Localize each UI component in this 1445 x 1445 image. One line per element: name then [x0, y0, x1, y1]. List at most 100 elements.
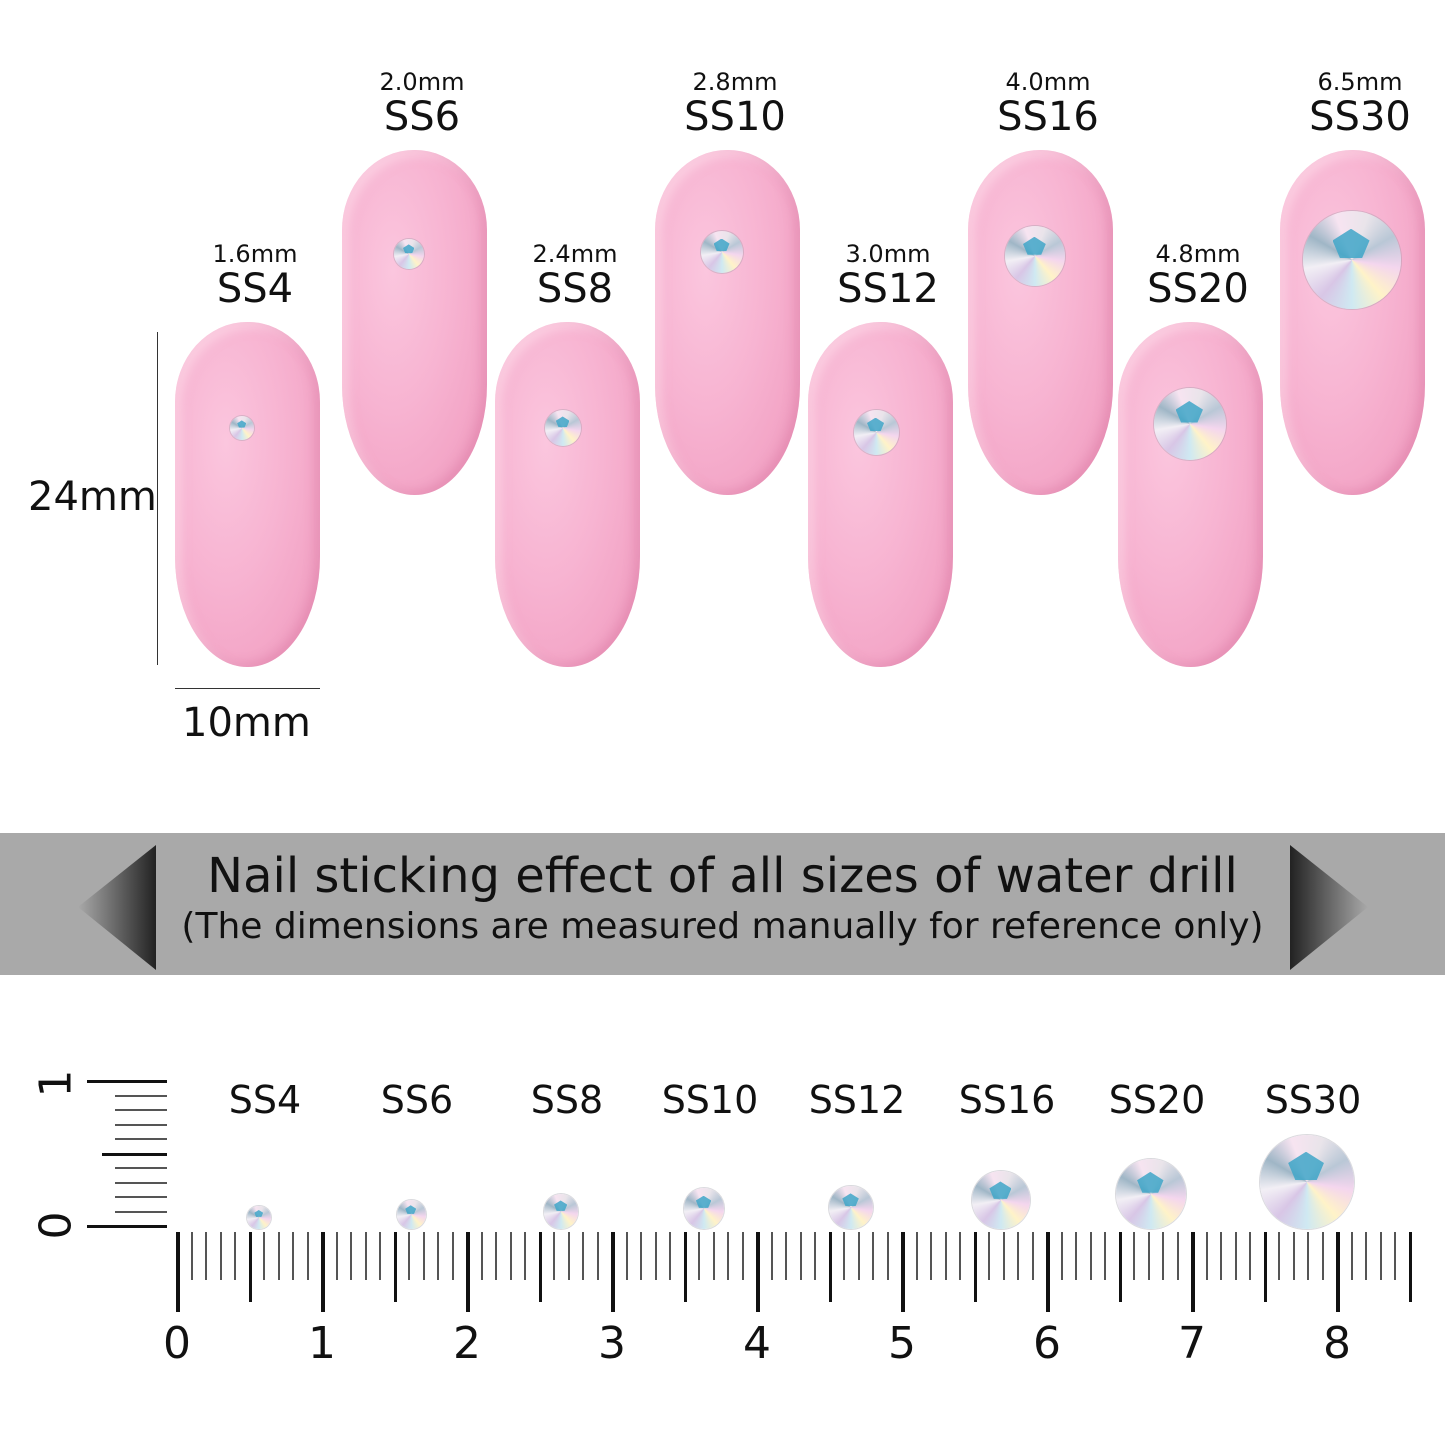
banner-title: Nail sticking effect of all sizes of wat… — [207, 848, 1238, 904]
ruler-tick — [1162, 1232, 1164, 1280]
size-ss-label: SS20 — [1147, 266, 1249, 312]
ruler-size-label: SS10 — [661, 1078, 759, 1122]
ruler-tick — [524, 1232, 526, 1280]
height-dimension-label: 24mm — [28, 474, 157, 520]
ruler-number: 7 — [1178, 1318, 1206, 1369]
ruler-tick — [973, 1232, 977, 1302]
size-mm-label: 2.0mm — [379, 68, 465, 96]
ruler-tick — [466, 1232, 470, 1312]
ruler-size-label: SS20 — [1108, 1078, 1206, 1122]
ruler-tick — [176, 1232, 180, 1312]
ruler-number-vertical: 0 — [30, 1211, 82, 1240]
size-mm-label: 2.8mm — [692, 68, 778, 96]
ruler-tick — [234, 1232, 236, 1280]
ruler-tick — [422, 1232, 425, 1280]
banner — [0, 833, 1445, 975]
ruler-tick — [437, 1232, 439, 1280]
size-ss-label: SS4 — [216, 266, 294, 312]
nail — [175, 322, 320, 667]
nail — [1118, 322, 1263, 667]
ruler-tick — [1336, 1232, 1340, 1312]
ruler-tick — [1365, 1232, 1367, 1280]
ruler-size-label: SS16 — [958, 1078, 1056, 1122]
ruler-tick — [872, 1232, 874, 1280]
ruler-tick — [1249, 1232, 1251, 1280]
nail — [655, 150, 800, 495]
left-arrow-icon — [78, 845, 156, 970]
ruler-rhinestone — [972, 1171, 1030, 1229]
ruler-tick — [1220, 1232, 1222, 1280]
ruler-rhinestone — [543, 1194, 579, 1229]
nail — [1280, 150, 1425, 495]
ruler-tick-vertical — [115, 1123, 167, 1126]
rhinestone — [853, 409, 899, 455]
size-mm-label: 3.0mm — [845, 240, 931, 268]
right-arrow-icon — [1290, 845, 1368, 970]
ruler-tick — [814, 1232, 816, 1280]
ruler-number: 8 — [1323, 1318, 1351, 1369]
ruler-number: 2 — [453, 1318, 481, 1369]
ruler-tick — [567, 1232, 570, 1280]
ruler-tick-vertical — [115, 1138, 167, 1140]
banner-subtitle: (The dimensions are measured manually fo… — [181, 906, 1264, 947]
ruler-number: 5 — [888, 1318, 916, 1369]
ruler-tick — [509, 1232, 512, 1280]
size-ss-label: SS10 — [684, 94, 786, 140]
ruler-tick — [698, 1232, 700, 1280]
ruler-tick — [959, 1232, 961, 1280]
ruler-tick — [379, 1232, 381, 1280]
rhinestone — [394, 239, 424, 269]
ruler-tick — [930, 1232, 932, 1280]
ruler-size-label: SS8 — [530, 1078, 604, 1122]
ruler-tick — [263, 1232, 265, 1280]
ruler-rhinestone — [1116, 1159, 1186, 1229]
ruler-tick — [1234, 1232, 1237, 1280]
ruler-tick — [683, 1232, 687, 1302]
ruler-tick — [770, 1232, 773, 1280]
ruler-tick — [393, 1232, 397, 1302]
ruler-tick — [292, 1232, 294, 1280]
ruler-tick — [350, 1232, 352, 1280]
rhinestone — [230, 416, 254, 440]
ruler-tick — [654, 1232, 657, 1280]
ruler-tick — [190, 1232, 193, 1280]
ruler-tick — [480, 1232, 483, 1280]
size-mm-label: 2.4mm — [532, 240, 618, 268]
ruler-tick — [553, 1232, 555, 1280]
rhinestone — [1005, 226, 1065, 286]
ruler-tick — [306, 1232, 309, 1280]
ruler-tick — [669, 1232, 671, 1280]
ruler-tick — [1191, 1232, 1195, 1312]
rhinestone — [701, 231, 743, 273]
ruler-number: 0 — [163, 1318, 191, 1369]
ruler-tick — [1133, 1232, 1135, 1280]
ruler-tick — [1075, 1232, 1077, 1280]
ruler-tick — [712, 1232, 715, 1280]
size-mm-label: 4.8mm — [1155, 240, 1241, 268]
ruler-tick — [596, 1232, 599, 1280]
ruler-tick — [944, 1232, 947, 1280]
ruler-tick — [495, 1232, 497, 1280]
size-ss-label: SS12 — [837, 266, 939, 312]
ruler-tick — [1046, 1232, 1050, 1312]
size-ss-label: SS16 — [997, 94, 1099, 140]
ruler-tick — [1104, 1232, 1106, 1280]
ruler-tick — [1379, 1232, 1382, 1280]
ruler-tick-vertical — [115, 1094, 167, 1097]
rhinestone — [545, 410, 581, 446]
ruler-tick — [727, 1232, 729, 1280]
ruler-tick — [321, 1232, 325, 1312]
ruler-tick — [741, 1232, 744, 1280]
ruler-tick — [857, 1232, 860, 1280]
ruler-tick — [364, 1232, 367, 1280]
size-mm-label: 1.6mm — [212, 240, 298, 268]
ruler-tick — [843, 1232, 845, 1280]
ruler-tick — [1031, 1232, 1034, 1280]
size-mm-label: 6.5mm — [1317, 68, 1403, 96]
ruler-tick — [1017, 1232, 1019, 1280]
ruler-tick — [886, 1232, 889, 1280]
ruler-tick — [408, 1232, 410, 1280]
ruler-tick-vertical — [87, 1225, 167, 1228]
nail — [495, 322, 640, 667]
ruler-tick — [277, 1232, 280, 1280]
